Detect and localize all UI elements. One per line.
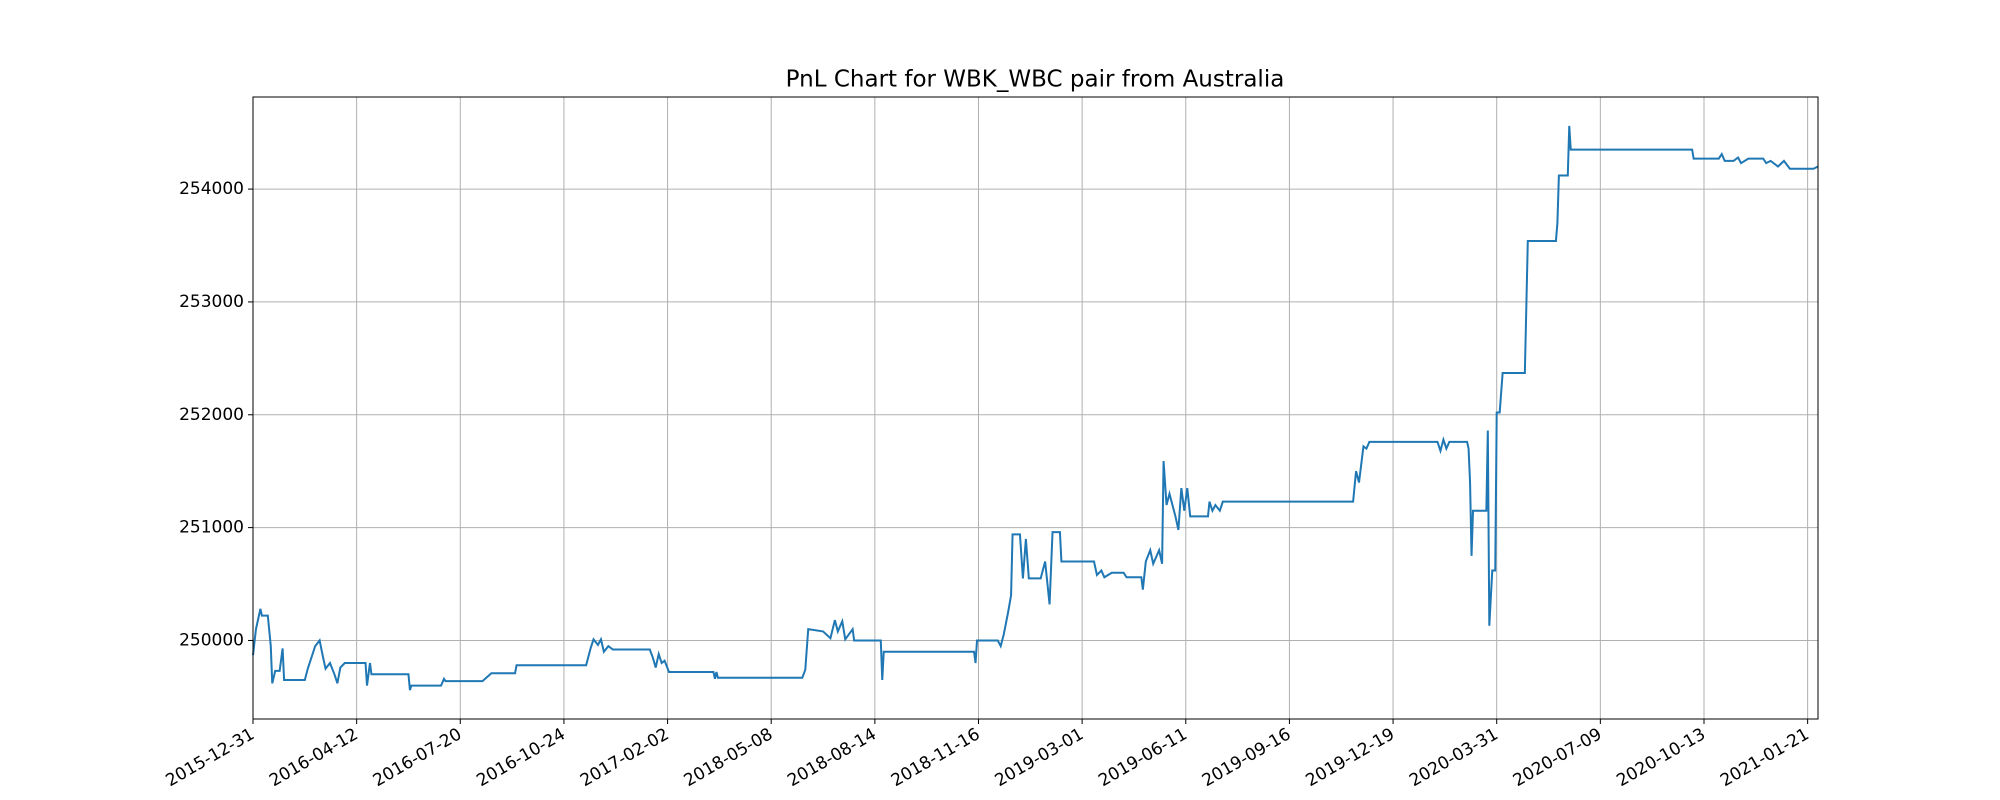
- y-tick-label: 254000: [179, 179, 244, 199]
- x-tick-label: 2019-03-01: [992, 724, 1088, 791]
- x-tick-label: 2021-01-21: [1717, 724, 1813, 791]
- x-tick-label: 2019-12-19: [1303, 724, 1399, 791]
- y-tick-label: 250000: [179, 630, 244, 650]
- x-tick-label: 2020-03-31: [1406, 724, 1502, 791]
- x-tick-label: 2019-09-16: [1199, 724, 1295, 791]
- x-tick-label: 2016-10-24: [473, 724, 569, 791]
- y-tick-label: 253000: [179, 292, 244, 312]
- plot-frame: [252, 96, 1819, 720]
- x-tick-label: 2019-06-11: [1095, 724, 1191, 791]
- x-tick-label: 2018-08-14: [784, 724, 880, 791]
- pnl-line: [252, 125, 1819, 691]
- x-tick-label: 2020-10-13: [1613, 724, 1709, 791]
- x-tick-label: 2016-04-12: [266, 724, 362, 791]
- chart-title: PnL Chart for WBK_WBC pair from Australi…: [786, 67, 1285, 93]
- x-tick-label: 2020-07-09: [1510, 724, 1606, 791]
- x-tick-label: 2018-05-08: [681, 724, 777, 791]
- y-tick-label: 252000: [179, 405, 244, 425]
- x-tick-label: 2016-07-20: [370, 724, 466, 791]
- x-tick-label: 2017-02-02: [577, 724, 673, 791]
- x-tick-label: 2015-12-31: [162, 724, 258, 791]
- y-tick-label: 251000: [179, 518, 244, 538]
- x-tick-label: 2018-11-16: [888, 724, 984, 791]
